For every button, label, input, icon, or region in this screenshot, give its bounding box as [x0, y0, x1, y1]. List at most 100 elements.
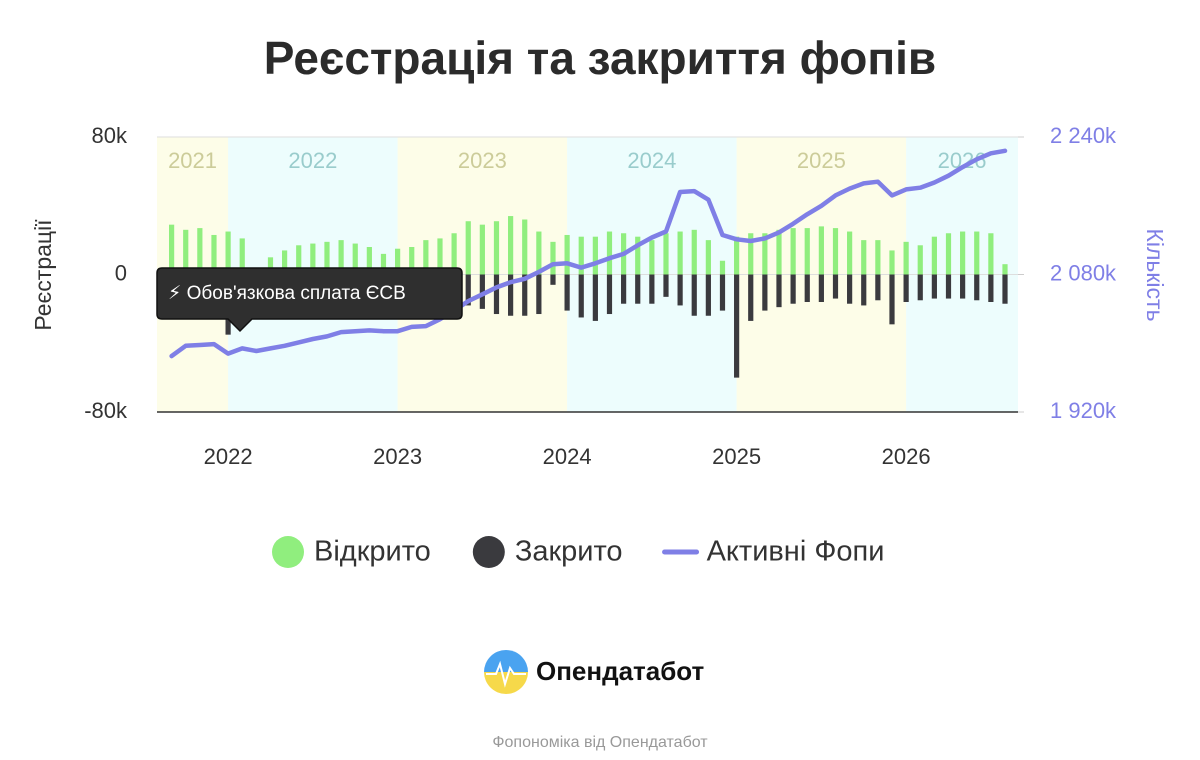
year-band-label: 2023 — [458, 148, 507, 173]
bar — [197, 228, 203, 275]
x-tick-label: 2024 — [543, 444, 592, 469]
brand-logo: Опендатабот — [484, 650, 705, 694]
bar — [621, 274, 627, 304]
bar — [677, 274, 683, 306]
legend-label: Закрито — [515, 536, 623, 568]
bar — [875, 274, 881, 301]
bar — [508, 274, 514, 316]
y2-tick-label: 2 240k — [1050, 123, 1117, 148]
y2-axis-title: Кількість — [1142, 228, 1168, 321]
y-axis-title: Реєстрації — [30, 219, 56, 331]
y2-tick-label: 2 080k — [1050, 260, 1117, 285]
bar — [423, 240, 429, 275]
y-tick-label: 0 — [115, 260, 127, 285]
chart-title: Реєстрація та закриття фопів — [264, 32, 936, 84]
bar — [508, 216, 514, 275]
logo-icon — [484, 650, 528, 694]
bar — [225, 231, 231, 275]
bar — [762, 233, 768, 275]
bar — [493, 274, 500, 315]
bar — [1002, 274, 1008, 304]
bar — [536, 274, 542, 315]
year-band-label: 2025 — [797, 148, 846, 173]
bar — [776, 274, 782, 308]
bar — [677, 231, 683, 275]
bar — [479, 274, 485, 309]
legend-swatch — [272, 536, 304, 568]
bar — [296, 245, 302, 275]
bar — [734, 236, 740, 275]
bar — [663, 233, 669, 275]
bar — [988, 233, 994, 275]
y2-tick-label: 1 920k — [1050, 398, 1117, 423]
bar — [847, 274, 853, 304]
bar — [917, 274, 923, 301]
year-band-label: 2022 — [288, 148, 337, 173]
bar — [635, 236, 641, 275]
legend: Відкрито Закрито Активні Фопи — [272, 536, 884, 568]
bar — [536, 231, 542, 275]
bar — [338, 240, 344, 275]
bar — [818, 274, 824, 302]
y-tick-label: 80k — [92, 123, 128, 148]
bar — [578, 236, 584, 275]
y-tick-label: -80k — [84, 398, 128, 423]
bar — [691, 229, 697, 275]
annotation-text: ⚡ Обов'язкова сплата ЄСВ — [168, 283, 406, 304]
bar — [522, 274, 528, 316]
bar — [832, 274, 839, 299]
bar — [310, 243, 316, 275]
bar — [479, 224, 485, 275]
bar — [395, 248, 401, 275]
bar — [324, 241, 330, 275]
bar — [366, 247, 372, 275]
bar — [960, 231, 966, 275]
bar — [564, 234, 570, 275]
bar — [493, 221, 500, 275]
bar — [267, 257, 274, 275]
bar — [804, 274, 810, 302]
legend-label: Відкрито — [314, 536, 431, 568]
bar — [917, 245, 923, 275]
year-band-label: 2021 — [168, 148, 217, 173]
bar — [592, 274, 598, 321]
bar — [183, 229, 189, 275]
bar — [931, 236, 937, 275]
plot-area: 2021 2022 2023 2024 2025 2026 -80k 0 80k 1 920k 2 … — [84, 123, 1117, 469]
bar — [1002, 264, 1008, 275]
bar — [649, 240, 655, 275]
bar — [550, 241, 556, 275]
bar — [960, 274, 966, 299]
bar — [705, 274, 711, 316]
bar — [380, 253, 387, 275]
legend-label: Активні Фопи — [707, 536, 885, 568]
bar — [903, 241, 909, 275]
bar — [564, 274, 570, 311]
x-tick-label: 2025 — [712, 444, 761, 469]
bar — [465, 221, 471, 275]
bar — [282, 250, 288, 275]
bar — [903, 274, 909, 302]
bar — [705, 240, 711, 275]
legend-swatch — [472, 536, 505, 568]
bar — [663, 274, 669, 297]
bar — [832, 228, 839, 275]
bar — [974, 231, 980, 275]
bar — [522, 219, 528, 275]
bar — [691, 274, 697, 316]
brand-name: Опендатабот — [536, 656, 705, 686]
bar — [606, 274, 613, 315]
footer: Фопономіка від Опендатабот — [492, 734, 708, 751]
bar — [748, 233, 754, 275]
bar — [211, 234, 217, 275]
bar — [239, 238, 245, 275]
year-band-label: 2024 — [627, 148, 676, 173]
bar — [465, 274, 471, 306]
bar — [861, 240, 867, 275]
bar — [748, 274, 754, 321]
x-tick-label: 2023 — [373, 444, 422, 469]
bar — [861, 274, 867, 306]
bar — [734, 274, 740, 378]
bar — [818, 226, 824, 275]
